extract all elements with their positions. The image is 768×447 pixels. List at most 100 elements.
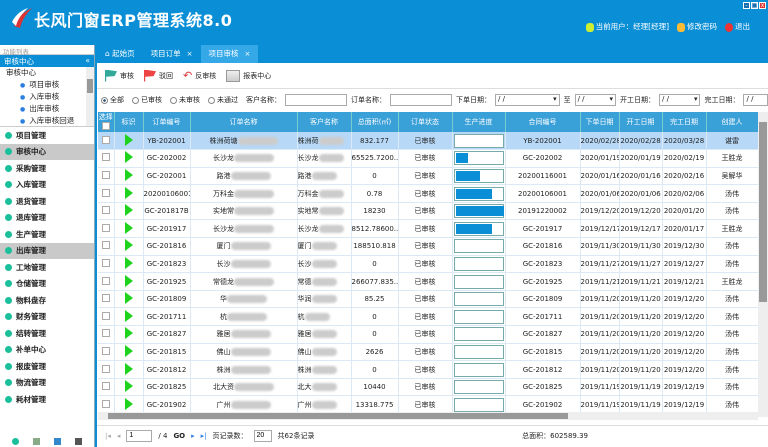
close-button[interactable]: x: [759, 2, 766, 9]
go-button[interactable]: GO: [173, 431, 186, 440]
table-row[interactable]: GC-201812 株洲 株洲 0 已审核 GC-201812 2019/11/20 2019…: [98, 360, 758, 379]
table-row[interactable]: GC-201711 杭杭 0 已审核 GC-201711 2019/11/20 2019/1…: [98, 307, 758, 327]
radio-rejected[interactable]: 未通过: [208, 95, 238, 105]
sidebar-module[interactable]: 结转管理: [0, 325, 94, 342]
table-row[interactable]: GC-202001 路港 路港 0 已审核 20200116001 2020/01/16 20…: [98, 167, 758, 186]
table-row[interactable]: GC-201917 长沙龙 长沙龙 8512.78600... 已审核 GC-201917…: [98, 219, 758, 239]
reject-button[interactable]: 驳回: [144, 69, 173, 82]
finish-date-input[interactable]: / /: [743, 94, 768, 106]
sidebar-module[interactable]: 耗材管理: [0, 391, 94, 408]
cart-icon[interactable]: [33, 438, 40, 445]
sidebar-module[interactable]: 物流管理: [0, 375, 94, 392]
row-checkbox[interactable]: [101, 276, 110, 285]
print-icon[interactable]: [75, 438, 82, 445]
row-checkbox[interactable]: [101, 258, 110, 267]
column-header[interactable]: 订单编号: [143, 112, 191, 132]
column-header[interactable]: 选择: [98, 112, 115, 132]
column-header[interactable]: 下单日期: [580, 112, 620, 132]
close-tab-icon[interactable]: ×: [244, 50, 251, 58]
tree-item[interactable]: 出库审核: [6, 103, 94, 115]
column-header[interactable]: 订单名称: [190, 112, 298, 132]
row-checkbox[interactable]: [101, 241, 110, 250]
row-checkbox[interactable]: [101, 399, 110, 408]
order-date-from[interactable]: / / ▾: [495, 94, 560, 106]
chart-icon[interactable]: [54, 438, 61, 445]
column-header[interactable]: 总面积(㎡): [351, 112, 399, 132]
row-checkbox[interactable]: [101, 311, 110, 320]
tree-root[interactable]: 审核中心: [6, 68, 36, 77]
order-date-to[interactable]: / / ▾: [574, 94, 617, 106]
tab-project-order[interactable]: 项目订单 ×: [150, 49, 193, 58]
sidebar-module[interactable]: 报废管理: [0, 358, 94, 375]
radio-unapproved[interactable]: 未审核: [170, 95, 200, 105]
tree-scrollbar[interactable]: [86, 67, 94, 126]
row-checkbox[interactable]: [101, 223, 110, 232]
sidebar-module[interactable]: 财务管理: [0, 309, 94, 326]
collapse-icon[interactable]: «: [85, 56, 90, 65]
unapprove-button[interactable]: ↶ 反审核: [183, 69, 217, 82]
sidebar-module[interactable]: 退货管理: [0, 193, 94, 210]
row-checkbox[interactable]: [101, 170, 110, 179]
table-row[interactable]: YB-202001 株洲荷塘 株洲荷 832.177 已审核 YB-202001 2020/…: [98, 132, 758, 151]
tab-home[interactable]: ⌂ 起始页: [105, 49, 135, 58]
sidebar-module[interactable]: 补单中心: [0, 342, 94, 359]
sidebar-module[interactable]: 退库管理: [0, 210, 94, 227]
sidebar-module[interactable]: 工地管理: [0, 259, 94, 276]
column-header[interactable]: 开工日期: [619, 112, 663, 132]
sidebar-module[interactable]: 入库管理: [0, 177, 94, 194]
change-password-link[interactable]: 修改密码: [677, 21, 717, 32]
dropdown-icon[interactable]: ▾: [693, 95, 698, 103]
column-header[interactable]: 标识: [114, 112, 144, 132]
next-page-icon[interactable]: ▸: [191, 431, 195, 440]
logout-link[interactable]: 退出: [725, 21, 750, 32]
table-row[interactable]: GC-201817B 实地常 实地常 18230 已审核 20191220002 2019/…: [98, 202, 758, 221]
table-row[interactable]: GC-201816 厦门 厦门 188510.818 已审核 GC-201816 2019/…: [98, 237, 758, 256]
first-page-icon[interactable]: |◂: [105, 431, 111, 440]
table-row[interactable]: GC-201815 佛山 佛山 2626 已审核 GC-201815 2019/11/20 2…: [98, 343, 758, 362]
row-checkbox[interactable]: [101, 346, 110, 355]
vertical-scrollbar[interactable]: [758, 112, 768, 417]
table-row[interactable]: GC-201925 常德龙 常德 266077.835... 已审核 GC-201925 2…: [98, 272, 758, 291]
page-size-input[interactable]: [253, 429, 272, 442]
table-row[interactable]: GC-201825 北大资 北大 10440 已审核 GC-201825 2019/11/1…: [98, 378, 758, 397]
tree-item[interactable]: 入库审核: [6, 91, 94, 103]
table-row[interactable]: GC-201902 广州 广州 13318.775 已审核 GC-201902 2019/1…: [98, 395, 758, 412]
start-date-input[interactable]: / / ▾: [659, 94, 701, 106]
close-tab-icon[interactable]: ×: [186, 50, 193, 58]
radio-all[interactable]: 全部: [101, 95, 124, 105]
sidebar-section-title[interactable]: 审核中心 «: [0, 55, 94, 67]
sidebar-module[interactable]: 生产管理: [0, 226, 94, 243]
table-row[interactable]: GC-202002 长沙龙 长沙龙 65525.7200... 已审核 GC-202002…: [98, 149, 758, 168]
row-checkbox[interactable]: [101, 135, 110, 144]
sidebar-module[interactable]: 项目管理: [0, 127, 94, 144]
minimize-button[interactable]: -: [743, 2, 750, 9]
order-name-input[interactable]: [390, 94, 452, 106]
column-header[interactable]: 生产进度: [452, 112, 506, 132]
sidebar-module[interactable]: 出库管理: [0, 242, 94, 259]
sidebar-module[interactable]: 审核中心: [0, 143, 94, 160]
row-checkbox[interactable]: [101, 294, 110, 303]
table-row[interactable]: GC-201809 华华润 85.25 已审核 GC-201809 2019/11/20 2…: [98, 290, 758, 309]
tree-item[interactable]: 入库审核回退: [6, 115, 94, 126]
column-header[interactable]: 客户名称: [297, 112, 352, 132]
sidebar-module[interactable]: 物料盘存: [0, 292, 94, 309]
row-checkbox[interactable]: [101, 188, 110, 197]
report-center-button[interactable]: 报表中心: [226, 69, 271, 82]
table-row[interactable]: GC-201823 长沙 长沙 0 已审核 GC-201823 2019/11/27 2019…: [98, 255, 758, 274]
approve-button[interactable]: 审核: [105, 69, 134, 82]
dropdown-icon[interactable]: ▾: [609, 95, 614, 103]
page-input[interactable]: [126, 429, 153, 442]
column-header[interactable]: 合同编号: [505, 112, 581, 132]
row-checkbox[interactable]: [101, 329, 110, 338]
module-icon[interactable]: [12, 438, 19, 445]
sidebar-module[interactable]: 采购管理: [0, 160, 94, 177]
tab-project-review[interactable]: 项目审核 ×: [200, 45, 259, 63]
last-page-icon[interactable]: ▸|: [200, 431, 207, 440]
maximize-button[interactable]: □: [751, 2, 758, 9]
dropdown-icon[interactable]: ▾: [553, 95, 557, 103]
table-row[interactable]: GC-201827 雅居 雅居 0 已审核 GC-201827 2019/11/20 2019…: [98, 325, 758, 344]
row-checkbox[interactable]: [101, 206, 110, 215]
row-checkbox[interactable]: [101, 382, 110, 391]
column-header[interactable]: 创建人: [706, 112, 758, 132]
customer-name-input[interactable]: [285, 94, 347, 106]
